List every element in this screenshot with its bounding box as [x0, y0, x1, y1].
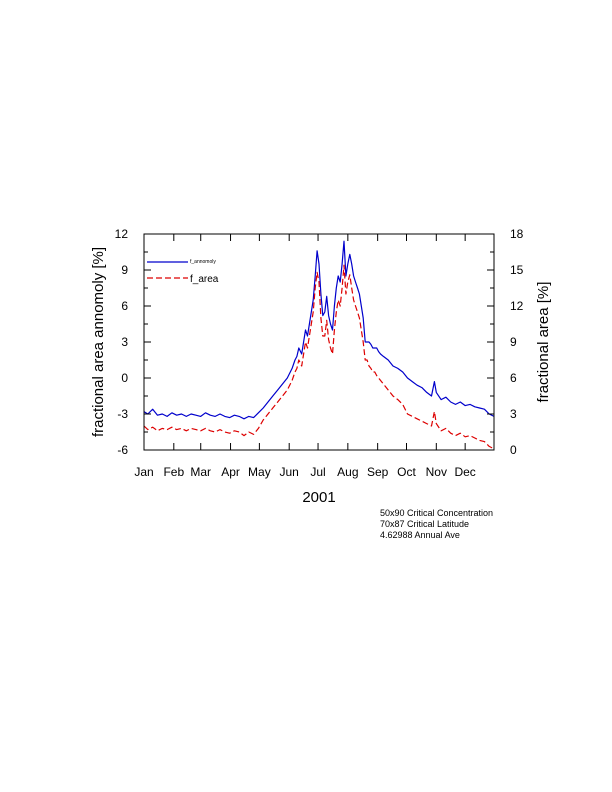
y-tick-label-left-6: 12: [115, 227, 129, 241]
x-axis-label: 2001: [302, 489, 335, 506]
legend-label-f-annomoly: f_annomoly: [190, 259, 216, 265]
legend: f_annomoly f_area: [147, 259, 219, 285]
x-tick-label-apr: Apr: [221, 465, 240, 479]
y-tick-label-left-1: -3: [117, 407, 128, 421]
x-tick-label-sep: Sep: [367, 465, 389, 479]
x-tick-label-feb: Feb: [163, 465, 184, 479]
x-tick-label-oct: Oct: [397, 465, 416, 479]
chart-notes: 50x90 Critical Concentration 70x87 Criti…: [380, 508, 493, 541]
y-tick-label-right-5: 15: [510, 263, 524, 277]
note-critical-latitude: 70x87 Critical Latitude: [380, 519, 470, 529]
y-tick-label-left-3: 3: [121, 335, 128, 349]
y-tick-label-right-3: 9: [510, 335, 517, 349]
x-tick-label-dec: Dec: [454, 465, 475, 479]
x-tick-label-mar: Mar: [190, 465, 211, 479]
y-tick-label-left-0: -6: [117, 443, 128, 457]
y-tick-label-right-6: 18: [510, 227, 524, 241]
y-axis-label-right: fractional area [%]: [535, 282, 552, 403]
y-tick-label-right-0: 0: [510, 443, 517, 457]
y-tick-label-left-2: 0: [121, 371, 128, 385]
x-tick-label-jul: Jul: [310, 465, 325, 479]
y-tick-label-right-2: 6: [510, 371, 517, 385]
y-tick-label-left-5: 9: [121, 263, 128, 277]
y-axis-label-left: fractional area annomoly [%]: [90, 247, 107, 437]
y-tick-label-left-4: 6: [121, 299, 128, 313]
series-layer: [143, 240, 495, 450]
x-tick-label-jan: Jan: [134, 465, 153, 479]
ticks-layer: Jan Feb Mar Apr May Jun Jul Aug Sep Oct Nov Dec -6 -3…: [115, 227, 524, 479]
note-annual-average: 4.62988 Annual Ave: [380, 530, 460, 540]
legend-label-f-area: f_area: [190, 274, 219, 285]
x-tick-label-nov: Nov: [426, 465, 447, 479]
y-tick-label-right-4: 12: [510, 299, 524, 313]
series-line-f-annomoly: [143, 240, 495, 420]
note-critical-concentration: 50x90 Critical Concentration: [380, 508, 494, 518]
x-tick-label-jun: Jun: [280, 465, 299, 479]
series-line-f-area: [143, 264, 495, 450]
y-tick-label-right-1: 3: [510, 407, 517, 421]
x-tick-label-may: May: [248, 465, 271, 479]
x-tick-label-aug: Aug: [337, 465, 358, 479]
